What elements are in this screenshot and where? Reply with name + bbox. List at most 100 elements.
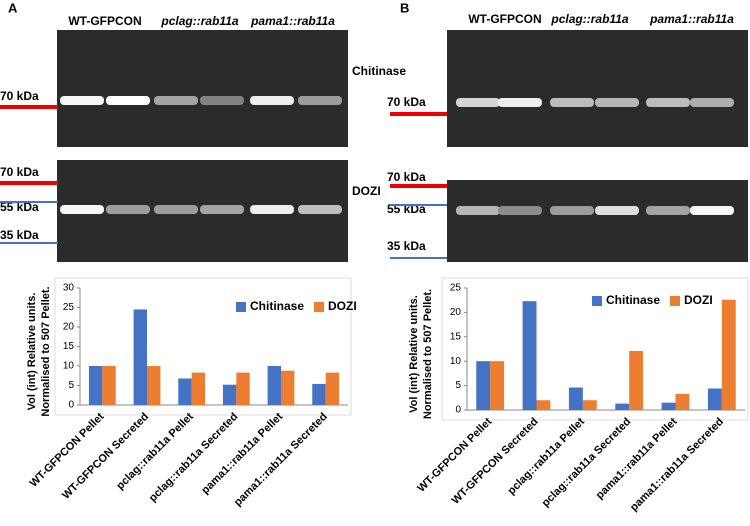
y-tick-label: 30 bbox=[63, 283, 75, 294]
blot-band bbox=[646, 206, 690, 215]
strain-label: pama1::rab11a bbox=[649, 12, 734, 26]
bar bbox=[222, 384, 237, 405]
x-tick-label: WT-GFPCON Secreted bbox=[60, 411, 151, 502]
strain-label: pclag::rab11a bbox=[160, 14, 238, 28]
blot-band bbox=[250, 96, 294, 105]
legend-swatch bbox=[670, 296, 681, 306]
bar bbox=[568, 387, 583, 410]
bar bbox=[476, 361, 491, 410]
blot-name: DOZI bbox=[352, 184, 381, 198]
bar bbox=[133, 309, 147, 405]
y-tick-label: 15 bbox=[63, 341, 75, 352]
blot-band bbox=[298, 205, 342, 214]
blot-band bbox=[200, 96, 244, 105]
legend-swatch bbox=[314, 302, 325, 312]
strain-label: pclag::rab11a bbox=[550, 12, 628, 26]
bar bbox=[629, 350, 644, 410]
blot-band bbox=[154, 205, 198, 214]
bar bbox=[490, 361, 505, 410]
y-tick-label: 5 bbox=[455, 380, 461, 391]
bar bbox=[267, 366, 281, 405]
blot-band bbox=[60, 96, 104, 105]
panel-letter: A bbox=[8, 0, 18, 15]
bar bbox=[615, 403, 630, 410]
legend-label: Chitinase bbox=[606, 293, 660, 307]
x-tick-label: pama1::rab11a Pellet bbox=[594, 415, 680, 501]
y-tick-label: 25 bbox=[63, 302, 75, 313]
bar bbox=[707, 388, 722, 410]
legend-swatch bbox=[592, 296, 602, 306]
blot-band bbox=[250, 205, 294, 214]
bar bbox=[536, 400, 551, 410]
strain-label: WT-GFPCON bbox=[468, 12, 541, 26]
x-tick-label: pclag::rab11a Secreted bbox=[540, 416, 634, 510]
y-axis-title: Normalised to 507 Pellet. bbox=[40, 286, 52, 416]
x-tick-label: WT-GFPCON Pellet bbox=[415, 415, 494, 494]
bar bbox=[721, 299, 736, 410]
x-tick-label: pama1::rab11a Pellet bbox=[199, 410, 285, 496]
x-tick-label: WT-GFPCON Pellet bbox=[28, 410, 107, 489]
marker-label: 35 kDa bbox=[387, 239, 426, 253]
blot-band bbox=[550, 98, 594, 107]
blot-image bbox=[57, 30, 348, 147]
blot-band bbox=[154, 96, 198, 105]
blot-band bbox=[298, 96, 342, 105]
strain-label: pama1::rab11a bbox=[250, 14, 335, 28]
marker-label: 70 kDa bbox=[387, 170, 426, 184]
blot-image bbox=[447, 180, 748, 262]
y-tick-label: 20 bbox=[63, 322, 75, 333]
x-tick-label: pama1::rab11a Secreted bbox=[232, 411, 330, 509]
blot-band bbox=[106, 205, 150, 214]
x-tick-label: pclag::rab11a Pellet bbox=[114, 410, 196, 492]
blot-band bbox=[498, 98, 542, 107]
legend-label: DOZI bbox=[684, 293, 713, 307]
panel-letter: B bbox=[400, 0, 409, 15]
bar bbox=[312, 383, 326, 405]
blot-band bbox=[200, 205, 244, 214]
blot-band bbox=[690, 98, 734, 107]
x-tick-label: pclag::rab11a Pellet bbox=[505, 415, 587, 497]
marker-label: 70 kDa bbox=[0, 89, 39, 103]
y-axis-title: Normalised to 507 Pellet. bbox=[422, 289, 434, 419]
legend-label: Chitinase bbox=[250, 299, 304, 313]
chart-frame bbox=[54, 277, 352, 416]
bar bbox=[661, 402, 676, 410]
blot-band bbox=[690, 206, 734, 215]
bar bbox=[582, 400, 597, 410]
blot-band bbox=[456, 206, 500, 215]
y-axis-title: Vol (int) Relative units. bbox=[26, 293, 38, 411]
legend-label: DOZI bbox=[328, 299, 357, 313]
y-axis-title: Vol (int) Relative units. bbox=[408, 295, 420, 413]
chart-frame bbox=[441, 277, 749, 421]
y-tick-label: 0 bbox=[68, 400, 74, 411]
legend-swatch bbox=[236, 302, 246, 312]
marker-label: 55 kDa bbox=[0, 200, 39, 214]
x-tick-label: WT-GFPCON Secreted bbox=[450, 416, 541, 507]
blot-band bbox=[595, 206, 639, 215]
y-tick-label: 20 bbox=[450, 307, 462, 318]
bar bbox=[102, 366, 116, 405]
bar bbox=[675, 393, 690, 410]
marker-label: 70 kDa bbox=[387, 95, 426, 109]
strain-label: WT-GFPCON bbox=[68, 14, 141, 28]
y-tick-label: 5 bbox=[68, 380, 74, 391]
blot-band bbox=[550, 206, 594, 215]
blot-band bbox=[456, 98, 500, 107]
marker-label: 35 kDa bbox=[0, 228, 39, 242]
x-tick-label: pama1::rab11a Secreted bbox=[628, 416, 726, 514]
blot-band bbox=[60, 205, 104, 214]
bar bbox=[178, 378, 192, 405]
x-tick-label: pclag::rab11a Secreted bbox=[147, 411, 241, 505]
blot-band bbox=[498, 206, 542, 215]
bar bbox=[325, 372, 340, 405]
bar bbox=[191, 372, 206, 405]
blot-band bbox=[106, 96, 150, 105]
blot-band bbox=[595, 98, 639, 107]
bar bbox=[88, 366, 103, 405]
blot-name: Chitinase bbox=[352, 64, 406, 78]
bar bbox=[281, 370, 295, 405]
y-tick-label: 10 bbox=[63, 361, 75, 372]
y-tick-label: 10 bbox=[450, 356, 462, 367]
blot-image bbox=[447, 30, 748, 147]
